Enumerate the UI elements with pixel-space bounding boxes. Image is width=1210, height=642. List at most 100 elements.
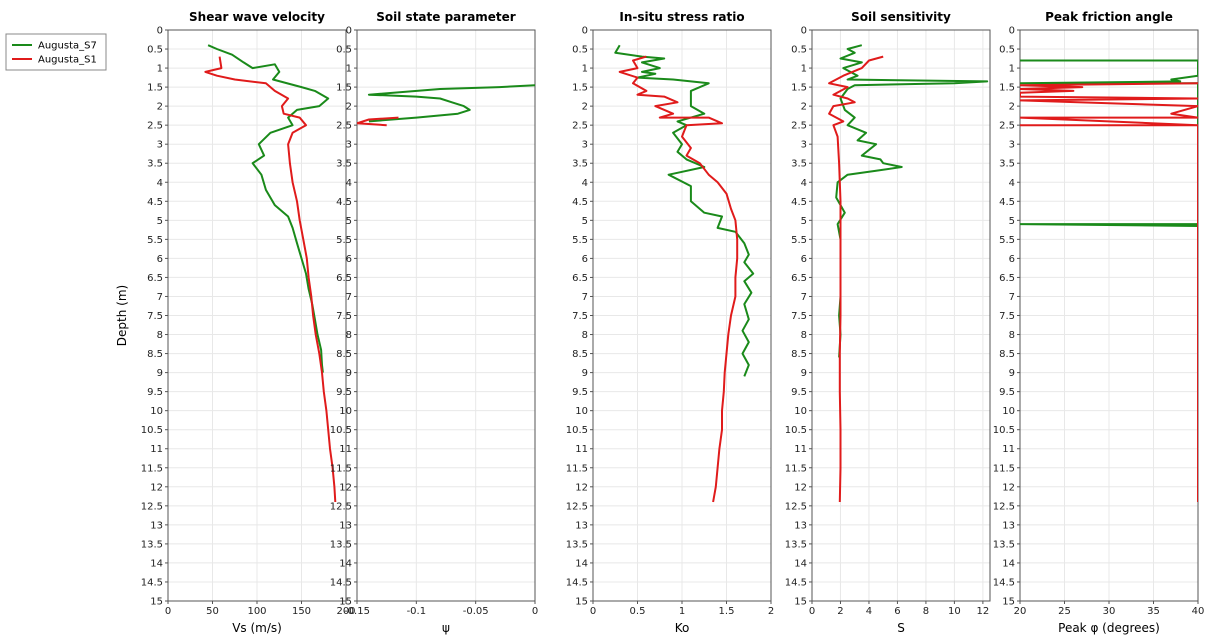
y-tick-label: 2.5 bbox=[572, 121, 588, 132]
y-tick-label: 2.5 bbox=[999, 121, 1015, 132]
y-tick-label: 5 bbox=[582, 216, 588, 227]
y-tick-label: 11.5 bbox=[141, 463, 163, 474]
x-axis-label: Peak φ (degrees) bbox=[1058, 621, 1160, 635]
y-tick-label: 6 bbox=[801, 254, 807, 265]
y-tick-label: 11.5 bbox=[330, 463, 352, 474]
y-tick-label: 12 bbox=[1002, 482, 1015, 493]
y-tick-label: 4.5 bbox=[147, 197, 163, 208]
y-tick-label: 4 bbox=[157, 178, 163, 189]
y-tick-label: 4.5 bbox=[572, 197, 588, 208]
y-tick-label: 7.5 bbox=[147, 311, 163, 322]
panel-4: Soil sensitivity00.511.522.533.544.555.5… bbox=[785, 10, 991, 635]
series-line-augusta-s7 bbox=[614, 44, 755, 377]
y-tick-label: 1.5 bbox=[147, 83, 163, 94]
y-tick-label: 1.5 bbox=[572, 83, 588, 94]
y-tick-label: 10 bbox=[575, 406, 588, 417]
x-tick-label: 100 bbox=[247, 606, 266, 617]
y-tick-label: 6.5 bbox=[572, 273, 588, 284]
x-axis-label: Ko bbox=[675, 621, 690, 635]
y-tick-label: 12.5 bbox=[566, 501, 588, 512]
series-line-augusta-s1 bbox=[357, 116, 399, 127]
y-tick-label: 3.5 bbox=[999, 159, 1015, 170]
x-tick-label: 0 bbox=[809, 606, 815, 617]
y-tick-label: 2.5 bbox=[147, 121, 163, 132]
y-tick-label: 11 bbox=[575, 444, 588, 455]
y-tick-label: 3.5 bbox=[336, 159, 352, 170]
y-tick-label: 15 bbox=[339, 597, 352, 608]
y-tick-label: 3 bbox=[1009, 140, 1015, 151]
y-tick-label: 10.5 bbox=[141, 425, 163, 436]
x-tick-label: 25 bbox=[1058, 606, 1071, 617]
x-tick-label: 4 bbox=[866, 606, 872, 617]
y-tick-label: 10.5 bbox=[566, 425, 588, 436]
x-tick-label: 35 bbox=[1147, 606, 1160, 617]
y-tick-label: 15 bbox=[1002, 597, 1015, 608]
y-tick-label: 3 bbox=[582, 140, 588, 151]
panel-title: Soil state parameter bbox=[376, 10, 516, 24]
y-tick-label: 5.5 bbox=[147, 235, 163, 246]
y-tick-label: 10.5 bbox=[785, 425, 807, 436]
y-tick-label: 15 bbox=[575, 597, 588, 608]
x-tick-label: 150 bbox=[292, 606, 311, 617]
y-tick-label: 4 bbox=[801, 178, 807, 189]
y-tick-label: 9.5 bbox=[572, 387, 588, 398]
y-tick-label: 0 bbox=[157, 26, 163, 37]
series-line-augusta-s1 bbox=[618, 55, 739, 503]
panel-2: Soil state parameter00.511.522.533.544.5… bbox=[330, 10, 538, 635]
panel-5: Peak friction angle00.511.522.533.544.55… bbox=[993, 10, 1205, 635]
y-tick-label: 0.5 bbox=[336, 45, 352, 56]
y-tick-label: 13.5 bbox=[566, 539, 588, 550]
y-tick-label: 0.5 bbox=[147, 45, 163, 56]
y-tick-label: 10 bbox=[150, 406, 163, 417]
legend: Augusta_S7 Augusta_S1 bbox=[5, 33, 107, 71]
x-tick-label: 2 bbox=[837, 606, 843, 617]
y-tick-label: 9.5 bbox=[336, 387, 352, 398]
y-tick-label: 1.5 bbox=[336, 83, 352, 94]
y-tick-label: 3.5 bbox=[147, 159, 163, 170]
y-tick-label: 1 bbox=[157, 64, 163, 75]
y-tick-label: 14.5 bbox=[566, 577, 588, 588]
y-tick-label: 1.5 bbox=[791, 83, 807, 94]
y-tick-label: 9 bbox=[346, 368, 352, 379]
y-tick-label: 0.5 bbox=[791, 45, 807, 56]
y-tick-label: 5.5 bbox=[572, 235, 588, 246]
y-tick-label: 0 bbox=[801, 26, 807, 37]
y-tick-label: 14 bbox=[150, 558, 163, 569]
panel-title: Shear wave velocity bbox=[189, 10, 325, 24]
y-tick-label: 13 bbox=[150, 520, 163, 531]
x-tick-label: 8 bbox=[923, 606, 929, 617]
y-tick-label: 6 bbox=[346, 254, 352, 265]
y-tick-label: 7.5 bbox=[999, 311, 1015, 322]
x-tick-label: 1 bbox=[679, 606, 685, 617]
y-tick-label: 9 bbox=[582, 368, 588, 379]
y-tick-label: 14.5 bbox=[993, 577, 1015, 588]
y-tick-label: 11 bbox=[339, 444, 352, 455]
x-tick-label: 50 bbox=[206, 606, 219, 617]
y-tick-label: 3 bbox=[157, 140, 163, 151]
y-tick-label: 0 bbox=[346, 26, 352, 37]
y-tick-label: 15 bbox=[150, 597, 163, 608]
y-tick-label: 13 bbox=[575, 520, 588, 531]
y-tick-label: 11.5 bbox=[993, 463, 1015, 474]
y-tick-label: 15 bbox=[794, 597, 807, 608]
y-tick-label: 8.5 bbox=[572, 349, 588, 360]
x-tick-label: -0.15 bbox=[344, 606, 370, 617]
y-tick-label: 9 bbox=[801, 368, 807, 379]
y-tick-label: 9.5 bbox=[791, 387, 807, 398]
panel-title: In-situ stress ratio bbox=[619, 10, 744, 24]
y-tick-label: 12 bbox=[150, 482, 163, 493]
y-tick-label: 13.5 bbox=[785, 539, 807, 550]
y-tick-label: 1 bbox=[346, 64, 352, 75]
x-tick-label: 6 bbox=[894, 606, 900, 617]
y-tick-label: 11.5 bbox=[566, 463, 588, 474]
y-tick-label: 14 bbox=[794, 558, 807, 569]
y-tick-label: 5.5 bbox=[999, 235, 1015, 246]
y-tick-label: 4 bbox=[1009, 178, 1015, 189]
x-tick-label: 0 bbox=[165, 606, 171, 617]
x-tick-label: 40 bbox=[1192, 606, 1205, 617]
x-tick-label: 200 bbox=[336, 606, 355, 617]
y-tick-label: 12 bbox=[339, 482, 352, 493]
y-tick-label: 5 bbox=[1009, 216, 1015, 227]
panel-title: Peak friction angle bbox=[1045, 10, 1173, 24]
y-tick-label: 10.5 bbox=[330, 425, 352, 436]
